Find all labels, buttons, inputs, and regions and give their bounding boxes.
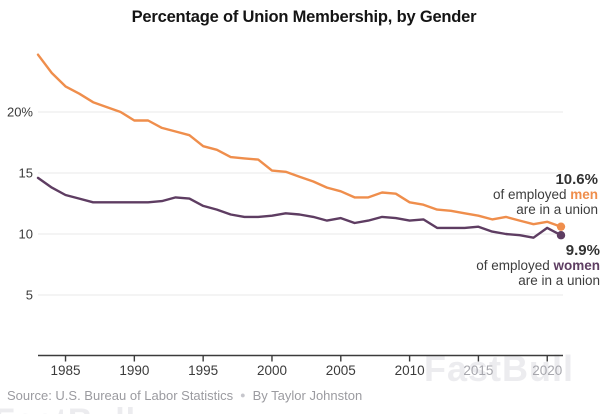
x-axis-tick-label: 2015 bbox=[463, 363, 493, 378]
men-annotation: 10.6% of employed men are in a union bbox=[493, 172, 598, 217]
men-annotation-value: 10.6% bbox=[555, 171, 598, 188]
source-text: Source: U.S. Bureau of Labor Statistics bbox=[7, 388, 234, 403]
y-axis-label: 15 bbox=[19, 166, 33, 181]
y-axis-label: 5 bbox=[26, 288, 33, 303]
men-word: men bbox=[570, 187, 598, 202]
women-word: women bbox=[553, 258, 600, 273]
byline-text: By Taylor Johnston bbox=[252, 388, 363, 403]
men-annotation-line3: are in a union bbox=[516, 202, 598, 217]
women-annotation: 9.9% of employed women are in a union bbox=[476, 243, 600, 288]
y-axis-label: 10 bbox=[19, 227, 33, 242]
watermark-bottom-row: FastBull bbox=[0, 402, 136, 414]
x-axis-tick-label: 1985 bbox=[51, 363, 81, 378]
source-line: Source: U.S. Bureau of Labor Statistics ●… bbox=[7, 388, 362, 403]
x-axis-tick-label: 1995 bbox=[188, 363, 218, 378]
women-annotation-value: 9.9% bbox=[565, 242, 600, 259]
women-annotation-line2: of employed women bbox=[476, 258, 600, 273]
x-axis-tick-label: 1990 bbox=[119, 363, 149, 378]
women-annotation-line3: are in a union bbox=[518, 273, 600, 288]
line-men bbox=[36, 53, 563, 228]
x-axis-tick-label: 2010 bbox=[395, 363, 425, 378]
x-axis-tick-label: 2005 bbox=[326, 363, 356, 378]
end-dot-men bbox=[556, 222, 566, 231]
separator-dot-icon: ● bbox=[240, 390, 246, 400]
chart-title: Percentage of Union Membership, by Gende… bbox=[131, 8, 477, 26]
x-axis-tick-label: 2000 bbox=[257, 363, 287, 378]
men-annotation-line2: of employed men bbox=[492, 187, 598, 202]
end-dot-women bbox=[556, 231, 566, 240]
line-women bbox=[36, 176, 563, 239]
x-axis-tick-label: 2020 bbox=[532, 363, 562, 378]
y-axis-label: 20% bbox=[7, 105, 33, 120]
